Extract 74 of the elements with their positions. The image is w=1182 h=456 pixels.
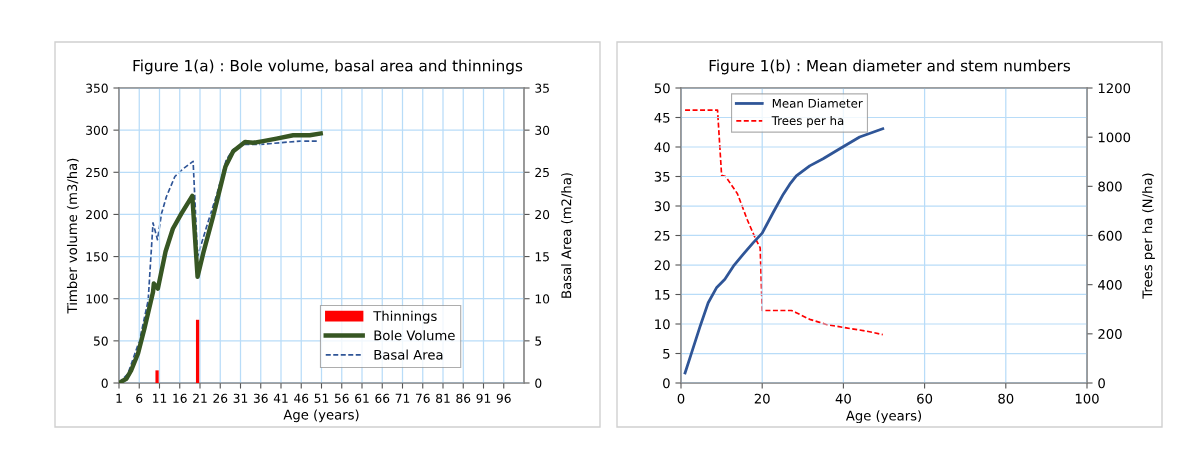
y2-tick-label: 600 (1098, 230, 1122, 241)
y-tick-label: 150 (86, 252, 108, 262)
y-tick-label: 15 (655, 289, 670, 300)
x-tick-label: 76 (415, 393, 430, 403)
y2-axis-title: Basal Area (m2/ha) (561, 173, 573, 298)
legend-label: Bole Volume (374, 330, 455, 341)
y-tick-label: 0 (663, 378, 670, 389)
x-tick-label: 96 (496, 393, 511, 403)
legend-label: Mean Diameter (772, 98, 863, 108)
x-tick-label: 0 (677, 393, 685, 404)
x-tick-label: 46 (294, 393, 309, 403)
x-tick-label: 61 (355, 393, 369, 403)
y2-tick-label: 1200 (1098, 83, 1131, 94)
y2-tick-label: 5 (535, 336, 542, 346)
x-tick-label: 60 (917, 393, 933, 404)
x-tick-label: 20 (754, 393, 770, 404)
y2-tick-label: 35 (535, 83, 549, 93)
x-tick-label: 31 (233, 393, 248, 403)
legend-label: Trees per ha (771, 115, 844, 128)
x-tick-label: 21 (193, 393, 207, 403)
y-tick-label: 40 (654, 142, 670, 153)
line-series (683, 127, 885, 375)
y2-axis-title: Trees per ha (N/ha) (1142, 173, 1155, 299)
x-tick-label: 6 (136, 393, 143, 403)
x-tick-label: 100 (1075, 393, 1099, 404)
x-tick-label: 80 (998, 393, 1014, 404)
y-tick-label: 0 (101, 378, 108, 388)
y2-tick-label: 200 (1098, 329, 1122, 340)
x-tick-label: 81 (436, 393, 450, 403)
y2-tick-label: 30 (535, 125, 550, 135)
y2-tick-label: 15 (535, 252, 549, 262)
y2-tick-label: 0 (535, 378, 542, 388)
y-tick-label: 30 (654, 201, 670, 212)
x-tick-label: 1 (116, 393, 122, 403)
y-tick-label: 10 (655, 319, 670, 330)
y-tick-label: 35 (654, 171, 670, 182)
y-tick-label: 20 (654, 260, 670, 271)
chart-title: Figure 1(b) : Mean diameter and stem numbers (709, 59, 1071, 75)
y-tick-label: 50 (654, 83, 670, 94)
legend-label: Thinnings (373, 310, 437, 324)
line-series (684, 109, 884, 336)
chart-title: Figure 1(a) : Bole volume, basal area and thinnings (133, 59, 523, 75)
x-tick-label: 56 (334, 393, 349, 403)
x-tick-label: 86 (456, 393, 471, 403)
legend-label: Basal Area (374, 349, 443, 360)
x-tick-label: 40 (835, 393, 851, 404)
x-axis-title: Age (years) (845, 410, 922, 424)
y2-tick-label: 10 (535, 294, 550, 304)
x-tick-label: 16 (173, 393, 187, 403)
x-tick-label: 66 (375, 393, 390, 403)
y2-tick-label: 20 (535, 210, 550, 220)
x-tick-label: 26 (213, 393, 228, 403)
y2-tick-label: 0 (1098, 378, 1105, 389)
y2-tick-label: 800 (1098, 181, 1122, 192)
x-tick-label: 91 (476, 393, 491, 403)
x-axis-title: Age (years) (283, 409, 359, 423)
y2-tick-label: 1000 (1098, 132, 1131, 143)
y-tick-label: 350 (86, 83, 108, 93)
y-tick-label: 300 (86, 125, 108, 135)
x-tick-label: 71 (395, 393, 410, 403)
y-tick-label: 25 (654, 230, 670, 241)
y-tick-label: 5 (663, 348, 670, 359)
y-tick-label: 200 (86, 210, 108, 220)
x-tick-label: 41 (273, 393, 288, 403)
y-tick-label: 100 (86, 294, 108, 304)
y-axis-title: Timber volume (m3/ha) (66, 158, 79, 314)
y-tick-label: 50 (93, 336, 108, 346)
y2-tick-label: 400 (1098, 279, 1122, 290)
x-tick-label: 36 (253, 393, 268, 403)
x-tick-label: 11 (153, 393, 167, 403)
y2-tick-label: 25 (535, 167, 549, 178)
x-tick-label: 51 (314, 393, 329, 403)
y-tick-label: 250 (86, 167, 108, 178)
y-tick-label: 45 (654, 112, 670, 123)
